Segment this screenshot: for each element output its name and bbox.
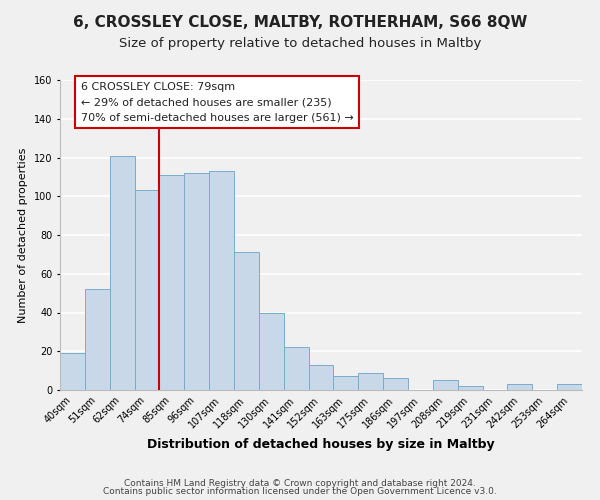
X-axis label: Distribution of detached houses by size in Maltby: Distribution of detached houses by size … <box>147 438 495 451</box>
Bar <box>234 252 259 390</box>
Y-axis label: Number of detached properties: Number of detached properties <box>19 148 28 322</box>
Bar <box>458 386 482 390</box>
Bar <box>259 312 284 390</box>
Text: Size of property relative to detached houses in Maltby: Size of property relative to detached ho… <box>119 38 481 51</box>
Bar <box>557 384 582 390</box>
Bar <box>85 289 110 390</box>
Bar <box>184 173 209 390</box>
Text: 6, CROSSLEY CLOSE, MALTBY, ROTHERHAM, S66 8QW: 6, CROSSLEY CLOSE, MALTBY, ROTHERHAM, S6… <box>73 15 527 30</box>
Bar <box>60 353 85 390</box>
Bar <box>284 348 308 390</box>
Bar <box>160 175 184 390</box>
Bar <box>508 384 532 390</box>
Bar <box>308 365 334 390</box>
Bar <box>209 171 234 390</box>
Text: 6 CROSSLEY CLOSE: 79sqm
← 29% of detached houses are smaller (235)
70% of semi-d: 6 CROSSLEY CLOSE: 79sqm ← 29% of detache… <box>81 82 353 122</box>
Bar <box>433 380 458 390</box>
Bar <box>110 156 134 390</box>
Bar <box>383 378 408 390</box>
Bar <box>334 376 358 390</box>
Text: Contains HM Land Registry data © Crown copyright and database right 2024.: Contains HM Land Registry data © Crown c… <box>124 478 476 488</box>
Bar <box>358 372 383 390</box>
Bar <box>134 190 160 390</box>
Text: Contains public sector information licensed under the Open Government Licence v3: Contains public sector information licen… <box>103 487 497 496</box>
